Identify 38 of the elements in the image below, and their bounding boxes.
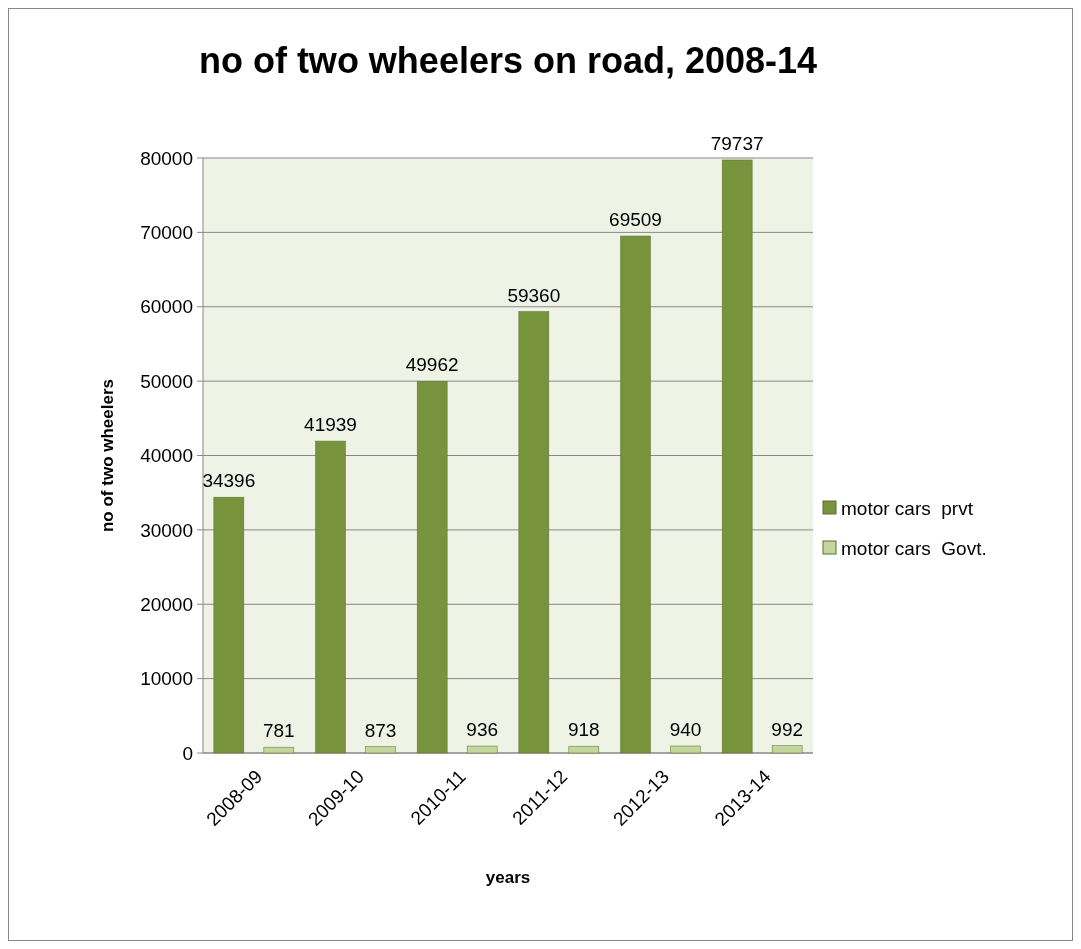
bar bbox=[620, 235, 651, 754]
bar bbox=[568, 745, 600, 754]
data-label: 940 bbox=[669, 719, 702, 741]
data-label: 34396 bbox=[202, 470, 256, 492]
bar bbox=[771, 745, 803, 754]
data-label: 59360 bbox=[507, 284, 561, 306]
y-tick-label: 60000 bbox=[140, 296, 193, 318]
y-tick-label: 10000 bbox=[140, 668, 193, 690]
legend-label: motor cars prvt bbox=[841, 497, 974, 519]
data-label: 49962 bbox=[405, 354, 459, 376]
y-tick-label: 80000 bbox=[140, 147, 193, 169]
legend-label: motor cars Govt. bbox=[841, 537, 987, 559]
data-label: 992 bbox=[771, 718, 804, 740]
bar bbox=[721, 159, 753, 754]
y-tick-label: 50000 bbox=[140, 370, 193, 392]
data-label: 936 bbox=[466, 719, 499, 741]
bar bbox=[518, 311, 550, 754]
y-tick-label: 70000 bbox=[140, 222, 193, 244]
y-axis-title: no of two wheelers bbox=[98, 378, 117, 533]
data-label: 41939 bbox=[304, 414, 357, 436]
y-tick-label: 30000 bbox=[140, 519, 193, 541]
data-label: 781 bbox=[262, 720, 295, 742]
bar bbox=[263, 746, 295, 754]
data-label: 918 bbox=[567, 719, 600, 741]
y-tick-label: 0 bbox=[182, 742, 193, 764]
chart-title: no of two wheelers on road, 2008-14 bbox=[198, 40, 818, 81]
bar bbox=[315, 440, 346, 754]
y-tick-label: 20000 bbox=[140, 593, 193, 615]
bar bbox=[416, 381, 448, 754]
data-label: 873 bbox=[364, 719, 397, 741]
data-label: 69509 bbox=[609, 209, 662, 231]
bar bbox=[466, 745, 498, 754]
bar bbox=[213, 496, 245, 754]
y-tick-label: 40000 bbox=[140, 445, 193, 467]
data-label: 79737 bbox=[710, 132, 764, 154]
bar bbox=[365, 746, 396, 754]
bar bbox=[670, 745, 701, 754]
x-axis-title: years bbox=[485, 868, 531, 887]
